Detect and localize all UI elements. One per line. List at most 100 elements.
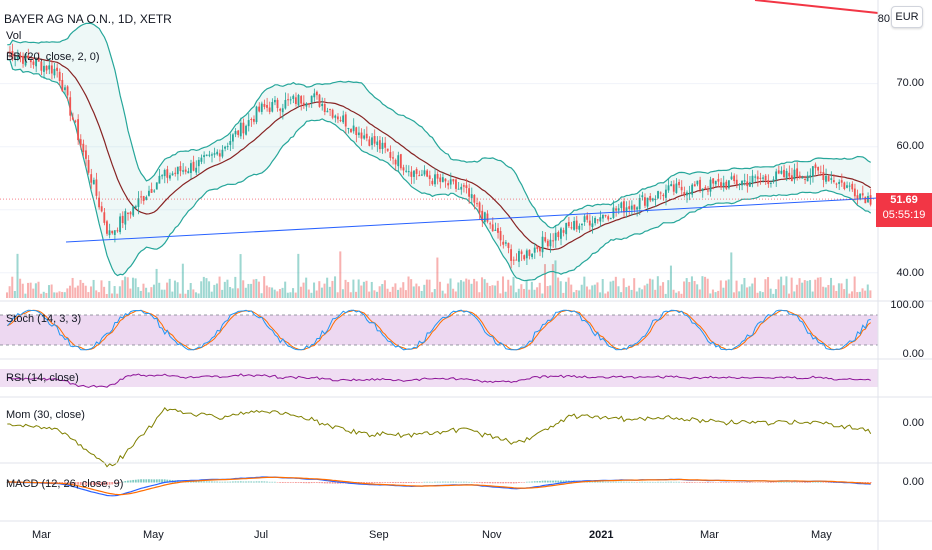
candle-body [549, 239, 552, 247]
volume-label[interactable]: Vol [6, 30, 22, 42]
candle-body [224, 146, 226, 149]
candle-body [462, 185, 465, 187]
stoch-band [0, 315, 878, 345]
bb-label[interactable]: BB (20, close, 2, 0) [6, 51, 100, 63]
macd-histogram-bar [827, 482, 830, 483]
volume-bar [370, 281, 373, 298]
volume-bar [299, 286, 302, 298]
candle-body [402, 167, 405, 171]
macd-histogram-bar [539, 481, 541, 483]
macd-histogram-bar [804, 482, 806, 483]
volume-bar [864, 290, 867, 298]
bb-lower-band [7, 59, 872, 282]
macd-histogram-bar [155, 479, 158, 483]
volume-bar [231, 288, 234, 298]
macd-histogram-bar [150, 479, 153, 483]
stoch-label[interactable]: Stoch (14, 3, 3) [6, 313, 82, 325]
macd-histogram-bar [226, 481, 229, 483]
volume-bar [562, 292, 565, 298]
macd-histogram-bar [397, 482, 400, 483]
candle-body [124, 211, 127, 225]
candle-body [297, 95, 300, 106]
volume-bar [785, 276, 788, 298]
volume-bar [683, 281, 686, 298]
candle-body [40, 61, 43, 71]
volume-bar [774, 289, 777, 298]
volume-bar [171, 291, 174, 298]
candle-body [197, 159, 200, 167]
candle-body [604, 214, 607, 217]
macd-histogram-bar [733, 482, 736, 483]
volume-bar [756, 292, 759, 298]
candle-body [92, 179, 95, 185]
volume-bar [318, 281, 321, 298]
time-label-nov: Nov [482, 529, 502, 541]
volume-bar [530, 281, 533, 298]
macd-histogram-bar [544, 480, 547, 483]
volume-bar [226, 279, 229, 298]
volume-bar [599, 292, 602, 298]
macd-histogram-bar [693, 482, 696, 483]
macd-line [7, 476, 871, 497]
volume-bar [108, 280, 111, 298]
candle-body [594, 217, 596, 224]
macd-histogram-bar [499, 482, 502, 484]
volume-bar [173, 280, 176, 298]
candle-body [310, 95, 313, 103]
volume-bar [105, 293, 108, 298]
macd-histogram-bar [200, 481, 203, 483]
candle-body [507, 242, 510, 249]
currency-button[interactable]: EUR [891, 6, 923, 28]
volume-bar [824, 287, 827, 298]
macd-histogram-bar [717, 482, 720, 483]
candle-body [410, 171, 413, 177]
macd-histogram-bar [98, 482, 100, 486]
volume-bar [454, 291, 457, 298]
volume-bar [95, 290, 98, 298]
macd-histogram-bar [284, 482, 287, 483]
volume-bar [155, 268, 158, 298]
candle-body [258, 106, 261, 112]
macd-histogram-bar [289, 482, 292, 483]
macd-histogram-bar [662, 481, 665, 483]
candle-body [255, 106, 258, 123]
macd-histogram-bar [85, 482, 87, 486]
volume-bar [368, 291, 371, 298]
rsi-label[interactable]: RSI (14, close) [6, 372, 79, 384]
volume-bar [459, 280, 463, 298]
trend-lines[interactable] [0, 0, 879, 243]
volume-bar [717, 290, 720, 298]
candle-body [106, 221, 108, 234]
volume-bar [365, 280, 368, 298]
candle-body [64, 87, 66, 91]
candle-body [252, 118, 255, 122]
volume-bar [386, 288, 389, 298]
candle-body [720, 182, 722, 188]
candle-body [111, 230, 114, 234]
macd-histogram-bar [50, 482, 53, 483]
candle-body [672, 184, 675, 192]
volume-bar [82, 282, 85, 298]
candle-body [465, 185, 468, 189]
macd-label[interactable]: MACD (12, 26, close, 9) [6, 478, 124, 490]
candle-body [762, 177, 764, 179]
candle-body [436, 174, 439, 179]
macd-histogram-bar [79, 482, 82, 485]
volume-bar [746, 287, 749, 298]
mom-scale-label: 0.00 [902, 417, 924, 429]
macd-histogram-bar [460, 481, 463, 483]
candle-body [426, 170, 429, 177]
volume-bar [302, 282, 305, 298]
candle-body [350, 128, 352, 133]
volume-bar [575, 289, 578, 298]
price-scale-label-80: 80 [877, 13, 890, 25]
volume-bar [441, 290, 444, 298]
volume-bar [181, 263, 184, 298]
symbol-title[interactable]: BAYER AG NA O.N., 1D, XETR [4, 12, 172, 26]
candle-body [121, 215, 124, 224]
price-scale-label-60: 60.00 [896, 140, 924, 152]
macd-histogram-bar [507, 482, 510, 484]
mom-label[interactable]: Mom (30, close) [6, 409, 85, 421]
macd-histogram-bar [106, 482, 108, 486]
